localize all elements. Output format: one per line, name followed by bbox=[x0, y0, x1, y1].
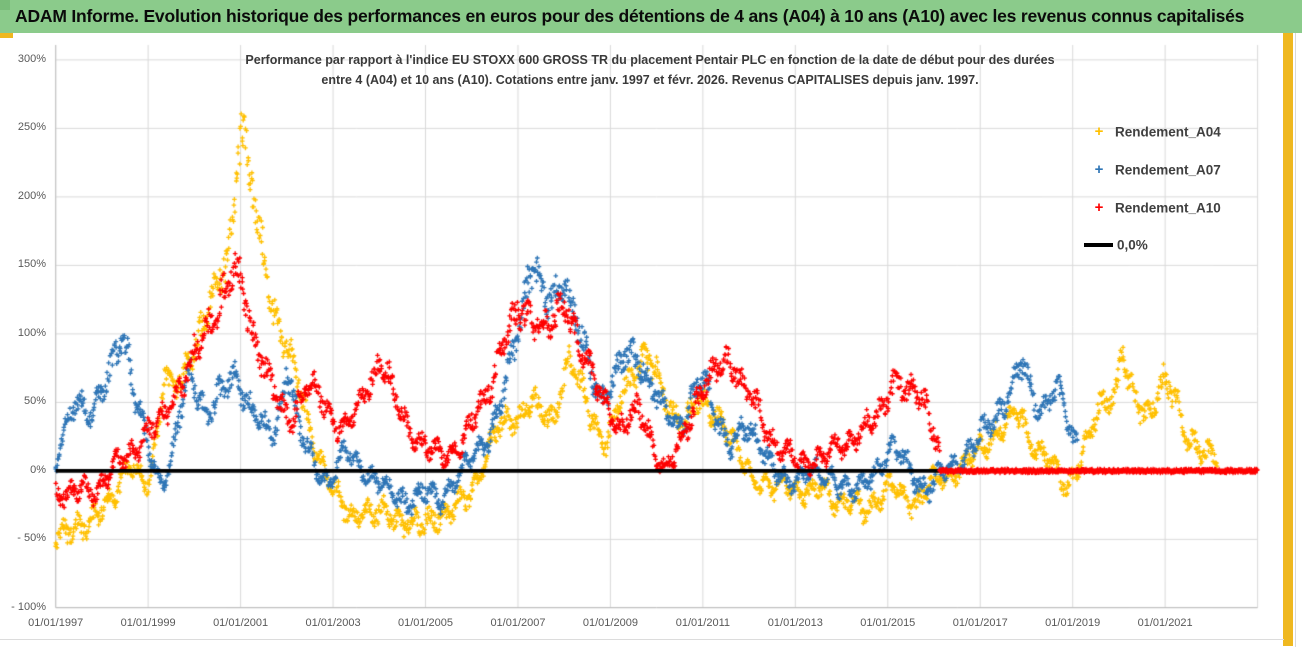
legend-label-a04: Rendement_A04 bbox=[1115, 124, 1221, 140]
x-tick-label: 01/01/2009 bbox=[582, 617, 638, 629]
legend-label-a07: Rendement_A07 bbox=[1115, 162, 1221, 178]
zero-line-swatch bbox=[1084, 242, 1113, 248]
legend-item-rendement-a04: + Rendement_A04 bbox=[1083, 123, 1221, 145]
y-tick-label: 300% bbox=[17, 52, 46, 65]
legend-item-rendement-a07: + Rendement_A07 bbox=[1083, 161, 1221, 183]
legend-item-zero-line: 0,0% bbox=[1084, 236, 1148, 258]
x-tick-label: 01/01/2005 bbox=[397, 617, 454, 629]
title-bar-corner bbox=[0, 0, 10, 10]
x-tick-label: 01/01/2017 bbox=[952, 617, 1008, 629]
x-tick-label: 01/01/2021 bbox=[1137, 617, 1193, 629]
y-tick-label: - 50% bbox=[17, 532, 46, 545]
plus-marker-icon-a07: + bbox=[1094, 161, 1104, 179]
chart-title-line-1: Performance par rapport à l'indice EU ST… bbox=[245, 53, 1055, 67]
page-title: ADAM Informe. Evolution historique des p… bbox=[15, 6, 1245, 26]
x-tick-label: 01/01/2003 bbox=[305, 617, 361, 629]
x-tick-label: 01/01/2011 bbox=[675, 617, 730, 629]
chart-frame-right bbox=[1295, 33, 1296, 647]
x-tick-label: 01/01/2019 bbox=[1045, 617, 1101, 629]
x-tick-label: 01/01/1999 bbox=[120, 617, 176, 629]
x-tick-label: 01/01/1997 bbox=[28, 617, 84, 629]
legend-item-rendement-a10: + Rendement_A10 bbox=[1083, 199, 1221, 221]
y-tick-label: 50% bbox=[23, 395, 46, 408]
title-bar: ADAM Informe. Evolution historique des p… bbox=[0, 0, 1302, 33]
x-tick-label: 01/01/2015 bbox=[860, 617, 916, 629]
y-tick-label: 200% bbox=[17, 189, 46, 202]
plus-marker-icon-a04: + bbox=[1094, 123, 1104, 141]
y-tick-label: - 100% bbox=[11, 600, 46, 613]
legend-label-a10: Rendement_A10 bbox=[1115, 200, 1221, 216]
x-tick-label: 01/01/2013 bbox=[767, 617, 823, 629]
chart-title-line-2: entre 4 (A04) et 10 ans (A10). Cotations… bbox=[321, 73, 979, 87]
gold-border-right bbox=[1283, 33, 1293, 646]
legend-label-zero: 0,0% bbox=[1117, 237, 1148, 253]
x-tick-label: 01/01/2007 bbox=[490, 617, 546, 629]
plus-marker-icon-a10: + bbox=[1094, 199, 1104, 217]
chart-title: Performance par rapport à l'indice EU ST… bbox=[60, 50, 1240, 90]
x-tick-label: 01/01/2001 bbox=[213, 617, 269, 629]
y-tick-label: 150% bbox=[17, 258, 46, 271]
y-tick-label: 250% bbox=[17, 121, 46, 134]
y-tick-label: 0% bbox=[30, 463, 46, 476]
y-tick-label: 100% bbox=[17, 326, 46, 339]
gold-border-top-left bbox=[0, 33, 13, 38]
chart-frame-bottom bbox=[0, 639, 1284, 640]
